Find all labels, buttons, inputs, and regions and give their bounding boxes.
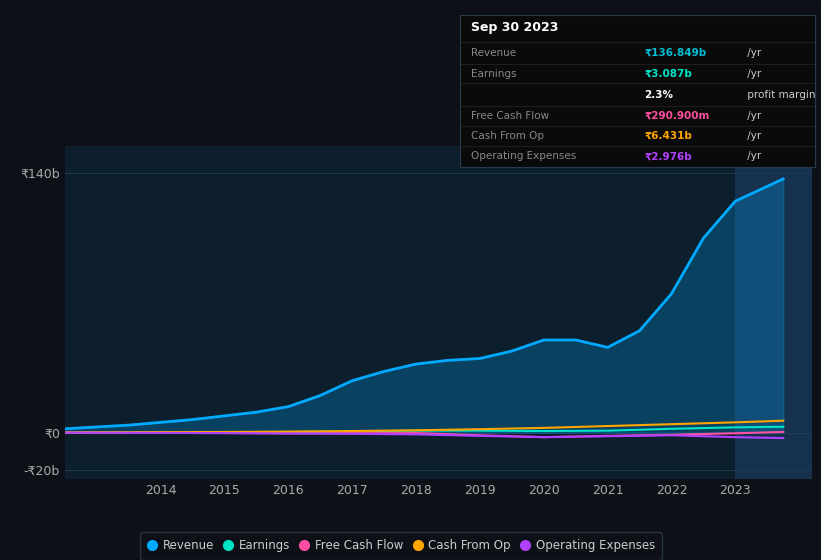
Text: /yr: /yr [744,151,761,161]
Legend: Revenue, Earnings, Free Cash Flow, Cash From Op, Operating Expenses: Revenue, Earnings, Free Cash Flow, Cash … [140,533,662,559]
Text: ₹290.900m: ₹290.900m [644,111,710,121]
Text: Revenue: Revenue [470,48,516,58]
Text: /yr: /yr [744,48,761,58]
Text: Cash From Op: Cash From Op [470,131,544,141]
Text: Operating Expenses: Operating Expenses [470,151,576,161]
Text: Free Cash Flow: Free Cash Flow [470,111,548,121]
Bar [736,146,812,479]
Text: ₹136.849b: ₹136.849b [644,48,707,58]
Text: /yr: /yr [744,111,761,121]
Text: ₹3.087b: ₹3.087b [644,68,692,78]
Text: /yr: /yr [744,68,761,78]
Text: Earnings: Earnings [470,68,516,78]
Text: profit margin: profit margin [744,90,815,100]
Text: /yr: /yr [744,131,761,141]
Text: 2.3%: 2.3% [644,90,673,100]
Text: ₹6.431b: ₹6.431b [644,131,692,141]
Text: ₹2.976b: ₹2.976b [644,151,692,161]
Text: Sep 30 2023: Sep 30 2023 [470,21,558,34]
